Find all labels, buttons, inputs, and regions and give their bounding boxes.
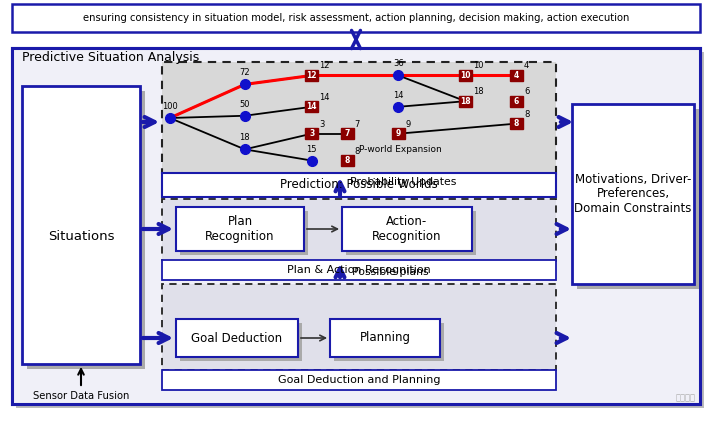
Bar	[330, 319, 440, 357]
Text: Plan
Recognition: Plan Recognition	[205, 215, 275, 243]
Text: 14: 14	[306, 102, 317, 111]
Bar	[340, 155, 354, 166]
Text: 72: 72	[239, 68, 250, 77]
Bar	[305, 70, 318, 81]
Bar	[392, 128, 405, 139]
Bar	[510, 96, 523, 107]
Text: 36: 36	[393, 60, 404, 68]
Text: Goal Deduction and Planning: Goal Deduction and Planning	[278, 375, 440, 385]
Text: Planning: Planning	[360, 331, 411, 344]
Text: Plan & Action Recognition: Plan & Action Recognition	[287, 265, 431, 275]
Text: Motivations, Driver-
Preferences,
Domain Constraints: Motivations, Driver- Preferences, Domain…	[575, 172, 691, 216]
Bar	[12, 48, 700, 404]
Bar	[162, 260, 556, 280]
Text: Action-
Recognition: Action- Recognition	[372, 215, 441, 243]
Text: Possible plans: Possible plans	[352, 267, 429, 277]
Text: 100: 100	[162, 102, 178, 111]
Text: Goal Deduction: Goal Deduction	[192, 331, 283, 344]
Bar	[176, 319, 298, 357]
Bar	[346, 211, 476, 255]
Text: 10: 10	[473, 61, 483, 70]
Bar	[459, 96, 472, 107]
Bar	[162, 370, 556, 390]
Text: Sensor Data Fusion: Sensor Data Fusion	[33, 391, 129, 401]
Text: 14: 14	[393, 91, 404, 100]
Text: 8: 8	[524, 110, 530, 119]
Text: 14: 14	[319, 93, 330, 102]
Text: 3: 3	[309, 129, 314, 138]
Bar	[342, 207, 472, 251]
Text: 4: 4	[524, 61, 529, 70]
Text: 18: 18	[460, 97, 471, 106]
Text: Predictive Situation Analysis: Predictive Situation Analysis	[22, 51, 199, 64]
Text: 12: 12	[306, 71, 317, 80]
Text: Probability Updates: Probability Updates	[350, 177, 456, 187]
Text: 50: 50	[239, 100, 250, 109]
Bar	[16, 52, 704, 408]
Text: 8: 8	[514, 119, 519, 128]
Bar	[577, 109, 699, 289]
Text: 7: 7	[355, 120, 360, 129]
Bar	[305, 128, 318, 139]
Bar	[22, 86, 140, 364]
Text: 15: 15	[306, 145, 317, 153]
Text: 12: 12	[319, 61, 330, 70]
Bar	[162, 199, 556, 261]
Bar	[572, 104, 694, 284]
Text: Situations: Situations	[48, 231, 114, 244]
Bar	[334, 323, 444, 361]
Text: 7: 7	[345, 129, 350, 138]
Text: 8: 8	[355, 146, 360, 156]
Text: 9: 9	[396, 129, 401, 138]
Bar	[176, 207, 304, 251]
Bar	[12, 4, 700, 32]
Text: 4: 4	[514, 71, 519, 80]
Bar	[459, 70, 472, 81]
Bar	[162, 62, 556, 174]
Text: ensuring consistency in situation model, risk assessment, action planning, decis: ensuring consistency in situation model,…	[83, 13, 629, 23]
Text: 6: 6	[514, 97, 519, 106]
Text: 18: 18	[473, 87, 483, 96]
Text: 8: 8	[345, 156, 350, 165]
Bar	[27, 91, 145, 369]
Bar	[510, 70, 523, 81]
Text: P-world Expansion: P-world Expansion	[359, 145, 441, 154]
Bar	[12, 48, 700, 404]
Bar	[510, 118, 523, 129]
Bar	[162, 284, 556, 370]
Text: 10: 10	[460, 71, 471, 80]
Bar	[340, 128, 354, 139]
Text: 18: 18	[239, 133, 250, 143]
Bar	[162, 173, 556, 197]
Text: Prediction: Possible Worlds: Prediction: Possible Worlds	[280, 178, 438, 191]
Bar	[180, 323, 302, 361]
Text: 6: 6	[524, 87, 530, 96]
Bar	[180, 211, 308, 255]
Text: 汽车之家: 汽车之家	[676, 393, 696, 402]
Bar	[305, 101, 318, 112]
Text: 3: 3	[319, 120, 325, 129]
Text: 9: 9	[406, 120, 411, 129]
